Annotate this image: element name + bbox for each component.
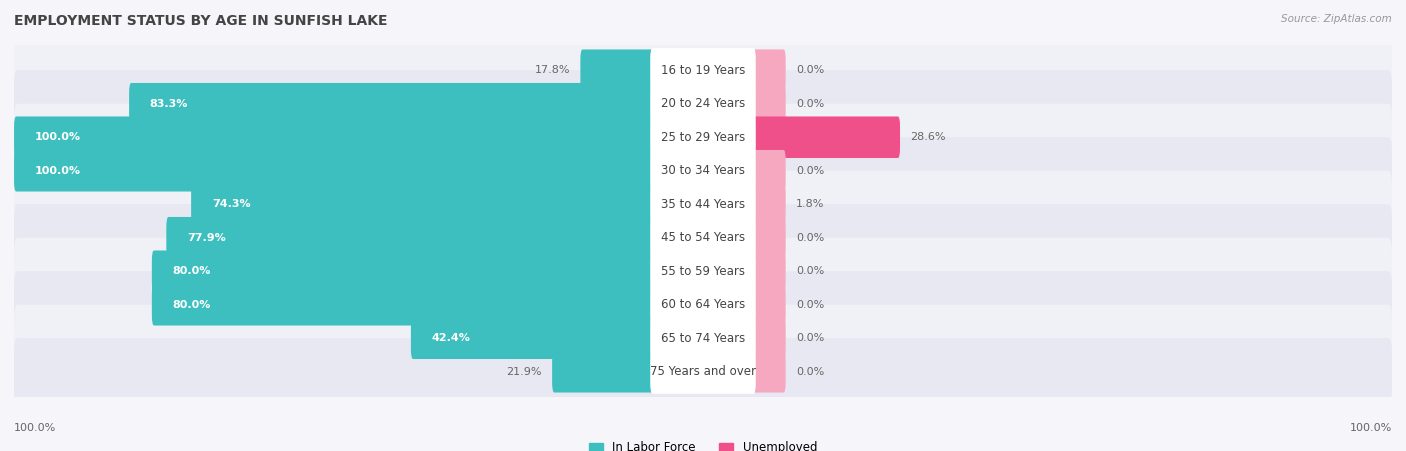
FancyBboxPatch shape — [14, 70, 1392, 137]
FancyBboxPatch shape — [14, 204, 1392, 271]
Text: 0.0%: 0.0% — [796, 300, 824, 310]
Text: 100.0%: 100.0% — [35, 166, 80, 176]
Text: Source: ZipAtlas.com: Source: ZipAtlas.com — [1281, 14, 1392, 23]
FancyBboxPatch shape — [700, 116, 900, 158]
FancyBboxPatch shape — [152, 250, 706, 292]
FancyBboxPatch shape — [650, 82, 756, 126]
FancyBboxPatch shape — [650, 182, 756, 226]
FancyBboxPatch shape — [14, 238, 1392, 305]
Text: 42.4%: 42.4% — [432, 333, 471, 343]
Text: 74.3%: 74.3% — [212, 199, 250, 209]
Text: 28.6%: 28.6% — [910, 132, 946, 142]
Text: 0.0%: 0.0% — [796, 233, 824, 243]
FancyBboxPatch shape — [14, 338, 1392, 405]
Text: EMPLOYMENT STATUS BY AGE IN SUNFISH LAKE: EMPLOYMENT STATUS BY AGE IN SUNFISH LAKE — [14, 14, 388, 28]
Text: 35 to 44 Years: 35 to 44 Years — [661, 198, 745, 211]
Text: 65 to 74 Years: 65 to 74 Years — [661, 332, 745, 345]
Text: 25 to 29 Years: 25 to 29 Years — [661, 131, 745, 144]
Text: 100.0%: 100.0% — [35, 132, 80, 142]
Text: 30 to 34 Years: 30 to 34 Years — [661, 164, 745, 177]
Text: 0.0%: 0.0% — [796, 266, 824, 276]
Text: 20 to 24 Years: 20 to 24 Years — [661, 97, 745, 110]
Text: 0.0%: 0.0% — [796, 99, 824, 109]
Text: 0.0%: 0.0% — [796, 367, 824, 377]
Legend: In Labor Force, Unemployed: In Labor Force, Unemployed — [589, 441, 817, 451]
Text: 55 to 59 Years: 55 to 59 Years — [661, 265, 745, 278]
Text: 0.0%: 0.0% — [796, 333, 824, 343]
FancyBboxPatch shape — [14, 37, 1392, 104]
Text: 45 to 54 Years: 45 to 54 Years — [661, 231, 745, 244]
Text: 75 Years and over: 75 Years and over — [650, 365, 756, 378]
FancyBboxPatch shape — [129, 83, 706, 124]
FancyBboxPatch shape — [700, 284, 786, 326]
Text: 60 to 64 Years: 60 to 64 Years — [661, 298, 745, 311]
FancyBboxPatch shape — [14, 271, 1392, 338]
Text: 1.8%: 1.8% — [796, 199, 824, 209]
FancyBboxPatch shape — [14, 116, 706, 158]
FancyBboxPatch shape — [700, 351, 786, 392]
FancyBboxPatch shape — [700, 50, 786, 91]
Text: 80.0%: 80.0% — [173, 266, 211, 276]
Text: 16 to 19 Years: 16 to 19 Years — [661, 64, 745, 77]
FancyBboxPatch shape — [650, 316, 756, 360]
Text: 77.9%: 77.9% — [187, 233, 226, 243]
FancyBboxPatch shape — [14, 171, 1392, 238]
Text: 17.8%: 17.8% — [534, 65, 569, 75]
FancyBboxPatch shape — [700, 83, 786, 124]
Text: 80.0%: 80.0% — [173, 300, 211, 310]
FancyBboxPatch shape — [411, 318, 706, 359]
Text: 100.0%: 100.0% — [1350, 423, 1392, 433]
FancyBboxPatch shape — [650, 350, 756, 394]
Text: 83.3%: 83.3% — [150, 99, 188, 109]
FancyBboxPatch shape — [650, 48, 756, 92]
Text: 100.0%: 100.0% — [14, 423, 56, 433]
FancyBboxPatch shape — [700, 184, 786, 225]
FancyBboxPatch shape — [700, 150, 786, 192]
FancyBboxPatch shape — [14, 150, 706, 192]
Text: 0.0%: 0.0% — [796, 166, 824, 176]
FancyBboxPatch shape — [14, 104, 1392, 171]
FancyBboxPatch shape — [14, 137, 1392, 204]
FancyBboxPatch shape — [650, 249, 756, 293]
FancyBboxPatch shape — [650, 283, 756, 327]
FancyBboxPatch shape — [166, 217, 706, 258]
Text: 0.0%: 0.0% — [796, 65, 824, 75]
FancyBboxPatch shape — [700, 318, 786, 359]
FancyBboxPatch shape — [700, 250, 786, 292]
FancyBboxPatch shape — [581, 50, 706, 91]
FancyBboxPatch shape — [700, 217, 786, 258]
FancyBboxPatch shape — [191, 184, 706, 225]
FancyBboxPatch shape — [650, 216, 756, 260]
FancyBboxPatch shape — [14, 305, 1392, 372]
Text: 21.9%: 21.9% — [506, 367, 541, 377]
FancyBboxPatch shape — [650, 115, 756, 159]
FancyBboxPatch shape — [553, 351, 706, 392]
FancyBboxPatch shape — [152, 284, 706, 326]
FancyBboxPatch shape — [650, 149, 756, 193]
